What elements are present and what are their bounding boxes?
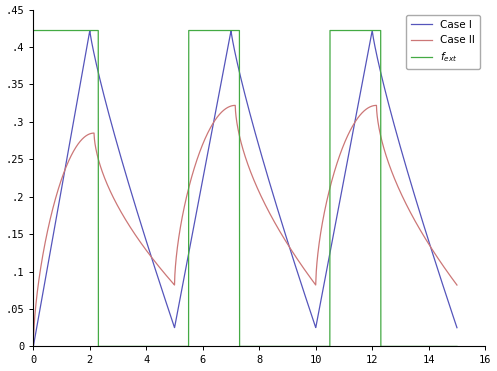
Case I: [454, 325, 460, 330]
Case II: [346, 130, 352, 134]
Case I: [284, 239, 290, 243]
Case I: [192, 217, 198, 221]
f_ext: [192, 28, 198, 33]
Case I: [30, 344, 36, 349]
f_ext: [306, 344, 312, 349]
f_ext: [107, 344, 113, 349]
Case II: [284, 242, 290, 246]
f_ext: [379, 344, 385, 349]
Case II: [30, 344, 36, 349]
Case I: [379, 75, 385, 79]
Case I: [346, 148, 352, 153]
f_ext: [454, 344, 460, 349]
Line: Case II: Case II: [33, 105, 457, 347]
f_ext: [30, 28, 36, 33]
Case II: [373, 103, 379, 108]
Legend: Case I, Case II, $f_{ext}$: Case I, Case II, $f_{ext}$: [406, 15, 480, 69]
Line: Case I: Case I: [33, 30, 457, 347]
Case I: [107, 117, 113, 122]
Case II: [192, 163, 198, 167]
Case I: [369, 28, 375, 33]
f_ext: [346, 28, 352, 33]
Case II: [454, 283, 460, 287]
Line: f_ext: f_ext: [33, 30, 457, 347]
Case II: [379, 138, 385, 142]
Case II: [306, 273, 312, 278]
Case II: [107, 189, 113, 193]
Case I: [306, 305, 312, 309]
f_ext: [284, 344, 290, 349]
f_ext: [95, 344, 101, 349]
